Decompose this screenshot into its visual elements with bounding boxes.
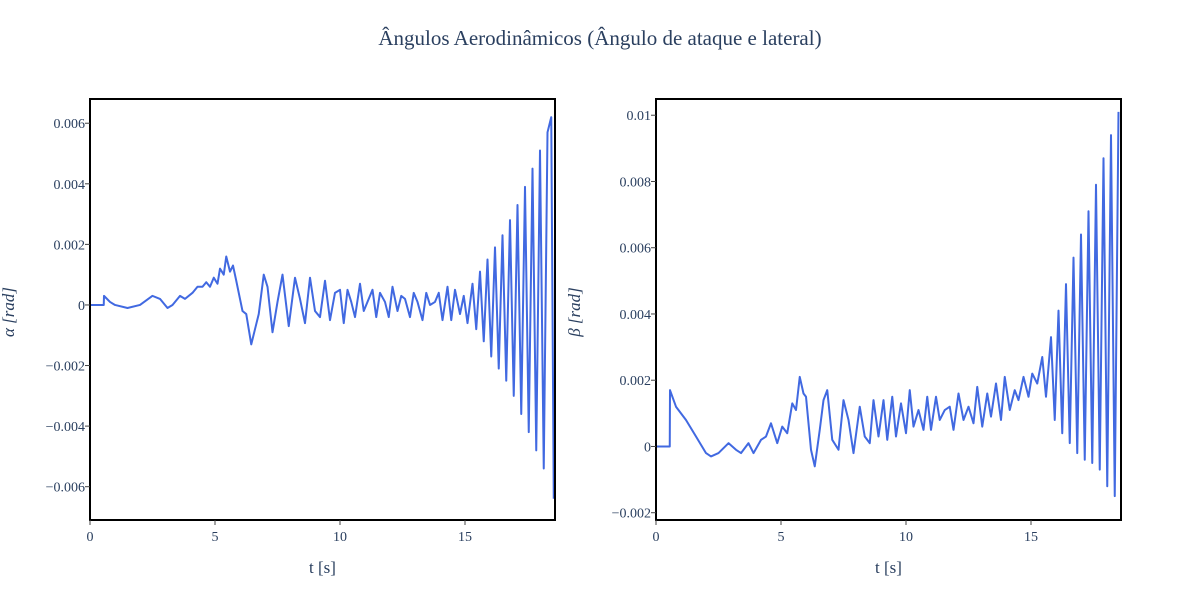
- chart-1-ytick-label: 0.006: [54, 117, 86, 132]
- chart-1-ylabel-symbol: α: [0, 324, 18, 337]
- chart-1-xlabel: t [s]: [309, 558, 336, 577]
- chart-title: Ângulos Aerodinâmicos (Ângulo de ataque …: [378, 26, 821, 50]
- chart-1-xtick-label: 10: [333, 530, 347, 545]
- chart-2-ylabel-unit: [rad]: [565, 287, 584, 324]
- chart-2-ytick-label: 0.01: [627, 109, 652, 124]
- chart-2-ylabel-symbol: β: [565, 324, 584, 338]
- chart-1-ylabel: α [rad]: [0, 287, 18, 337]
- chart-2-ytick-label: 0.008: [620, 175, 652, 190]
- chart-1-ytick-label: 0.004: [54, 178, 86, 193]
- chart-2-xtick-label: 10: [899, 530, 913, 545]
- chart-2-xtick-label: 15: [1024, 530, 1038, 545]
- chart-2-ytick-label: 0.006: [620, 242, 652, 257]
- chart-1-plot: 0 5 10 15 −0.006 −0.004 −0.002 0 0.002 0.004 0.006…: [0, 98, 556, 577]
- chart-2-xtick-label: 0: [653, 530, 660, 545]
- chart-2-ytick-label: 0.002: [620, 374, 652, 389]
- chart-1-xtick-label: 5: [212, 530, 219, 545]
- chart-1-series-line: [90, 116, 555, 499]
- chart-1-ytick-label: −0.002: [46, 360, 85, 375]
- chart-1-xtick-label: 0: [87, 530, 94, 545]
- chart-1-ytick-label: −0.006: [46, 481, 85, 496]
- chart-1-ylabel-unit: [rad]: [0, 287, 18, 324]
- chart-1-ytick-label: 0.002: [54, 238, 86, 253]
- chart-2-xlabel: t [s]: [875, 558, 902, 577]
- chart-2-xtick-label: 5: [778, 530, 785, 545]
- chart-1-frame: [89, 98, 556, 521]
- chart-1-ytick-label: −0.004: [46, 420, 85, 435]
- chart-2-ylabel: β [rad]: [565, 287, 584, 338]
- chart-1-xtick-label: 15: [458, 530, 472, 545]
- chart-2-ytick-label: 0: [644, 440, 651, 455]
- chart-2-ytick-label: 0.004: [620, 308, 652, 323]
- chart-2-ytick-label: −0.002: [612, 507, 651, 522]
- chart-1-ytick-label: 0: [78, 299, 85, 314]
- chart-2-frame: [655, 98, 1122, 521]
- chart-2-series-line: [656, 111, 1120, 498]
